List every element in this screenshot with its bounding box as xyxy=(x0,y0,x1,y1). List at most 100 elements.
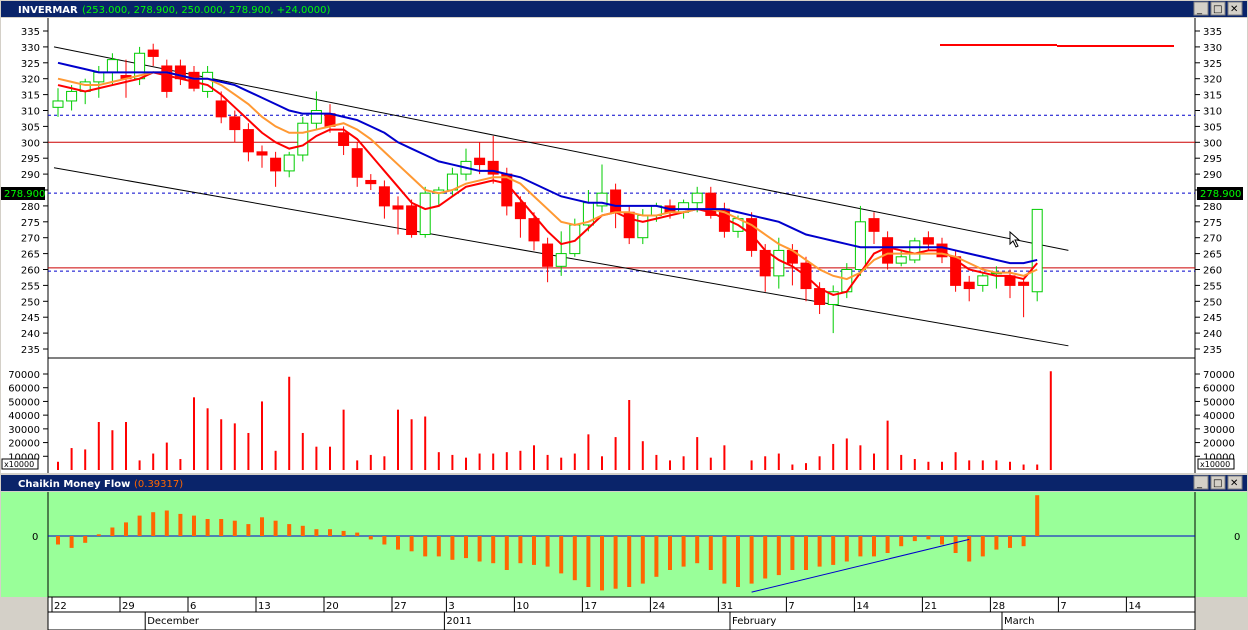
price-tick-label: 250 xyxy=(21,297,40,308)
cmf-bar xyxy=(300,525,305,536)
candle-body xyxy=(351,148,363,178)
candle-body xyxy=(773,249,785,277)
cmf-bar xyxy=(409,536,414,552)
candle-body xyxy=(759,249,771,277)
volume-tick-label: 50000 xyxy=(1203,397,1235,408)
price-tick-label: 240 xyxy=(21,329,40,340)
candle-body xyxy=(419,192,431,236)
price-tick-label: 260 xyxy=(1203,266,1222,277)
date-axis xyxy=(47,596,1196,630)
candle-body xyxy=(229,116,241,131)
cmf-bar xyxy=(477,536,482,562)
close-button[interactable]: ✕ xyxy=(1227,1,1243,16)
candle-body xyxy=(324,113,336,127)
cmf-bar xyxy=(328,529,332,536)
svg-text:_: _ xyxy=(1196,478,1203,489)
date-day-label: 20 xyxy=(326,601,339,612)
cmf-bar xyxy=(831,536,836,565)
price-tick-label: 335 xyxy=(1203,27,1222,38)
cmf-bar xyxy=(368,536,373,540)
price-tick-label: 240 xyxy=(1203,329,1222,340)
price-tick-label: 325 xyxy=(1203,59,1222,70)
candle-body xyxy=(528,218,540,242)
candle-body xyxy=(610,189,622,213)
price-tick-label: 235 xyxy=(1203,345,1222,356)
price-tick-label: 250 xyxy=(1203,297,1222,308)
cmf-bar xyxy=(545,536,550,567)
candle-body xyxy=(338,132,350,146)
volume-tick-label: 60000 xyxy=(1203,384,1235,395)
cmf-bar xyxy=(178,513,183,536)
price-tick-label: 265 xyxy=(1203,250,1222,261)
volume-tick-label: 10000 xyxy=(8,452,40,463)
cmf-bar xyxy=(314,529,319,536)
date-day-label: 29 xyxy=(122,601,135,612)
cmf-bar xyxy=(137,515,142,536)
cmf-bar xyxy=(613,536,618,589)
cmf-bar xyxy=(940,536,944,545)
volume-tick-label: 40000 xyxy=(1203,411,1235,422)
cmf-bar xyxy=(219,519,224,536)
price-tick-label: 280 xyxy=(1203,202,1222,213)
cmf-bar xyxy=(491,536,496,564)
price-tick-label: 245 xyxy=(21,313,40,324)
date-day-label: 21 xyxy=(924,601,937,612)
date-day-label: 22 xyxy=(54,601,67,612)
cmf-bars xyxy=(56,495,1040,591)
volume-tick-label: 20000 xyxy=(8,439,40,450)
cmf-bar xyxy=(858,536,863,557)
maximize-button[interactable]: □ xyxy=(1210,1,1226,16)
volume-bars xyxy=(57,371,1052,470)
volume-tick-label: 50000 xyxy=(8,397,40,408)
candle-body xyxy=(514,202,526,220)
candle-body xyxy=(569,224,581,255)
price-tick-label: 290 xyxy=(21,170,40,181)
candle-body xyxy=(161,65,173,92)
moving-averages xyxy=(57,61,1038,296)
cmf-bar xyxy=(1035,495,1040,536)
candle-body xyxy=(474,157,486,166)
cmf-bar xyxy=(967,536,972,562)
cmf-bar xyxy=(776,536,781,576)
cmf-zero-label-right: 0 xyxy=(1234,532,1240,543)
svg-text:_: _ xyxy=(1196,4,1203,15)
minimize-button[interactable]: _ xyxy=(1193,1,1209,16)
price-tick-label: 295 xyxy=(1203,154,1222,165)
price-tick-label: 255 xyxy=(21,281,40,292)
cmf-bar xyxy=(355,532,360,536)
cmf-bar xyxy=(83,536,88,543)
date-day-label: 14 xyxy=(856,601,869,612)
cmf-bar xyxy=(273,520,278,536)
date-axis-days: 22 29 6 13 20 27 3 10 17 24 31 7 14 21 28 7 14 xyxy=(51,597,1141,612)
date-day-label: 28 xyxy=(992,601,1005,612)
cmf-bar xyxy=(790,536,795,570)
price-tick-label: 325 xyxy=(21,59,40,70)
cmf-maximize-button[interactable]: □ xyxy=(1210,475,1226,490)
price-tick-label: 270 xyxy=(1203,234,1222,245)
candle-body xyxy=(963,281,975,290)
cmf-bar xyxy=(885,536,890,553)
cmf-bar xyxy=(382,536,387,545)
candle-body xyxy=(106,59,118,73)
svg-text:✕: ✕ xyxy=(1230,4,1238,15)
price-tick-label: 260 xyxy=(21,266,40,277)
date-day-label: 14 xyxy=(1128,601,1141,612)
cmf-bar xyxy=(899,536,904,547)
cmf-close-button[interactable]: ✕ xyxy=(1227,475,1243,490)
cmf-bar xyxy=(518,536,523,564)
cmf-minimize-button[interactable]: _ xyxy=(1193,475,1209,490)
candle-body xyxy=(242,129,254,153)
volume-tick-label: 20000 xyxy=(1203,439,1235,450)
candle-body xyxy=(378,186,390,207)
volume-tick-label: 60000 xyxy=(8,384,40,395)
cmf-bar xyxy=(559,536,564,574)
price-tick-label: 330 xyxy=(21,43,40,54)
price-tick-label: 245 xyxy=(1203,313,1222,324)
candle-body xyxy=(365,179,377,185)
volume-tick-label: 30000 xyxy=(1203,425,1235,436)
cmf-bar xyxy=(1008,536,1012,548)
svg-text:□: □ xyxy=(1213,478,1222,489)
cmf-bar xyxy=(736,536,740,587)
price-ohlc-readout: (253.000, 278.900, 250.000, 278.900, +24… xyxy=(82,5,330,16)
cmf-bar xyxy=(994,536,999,550)
